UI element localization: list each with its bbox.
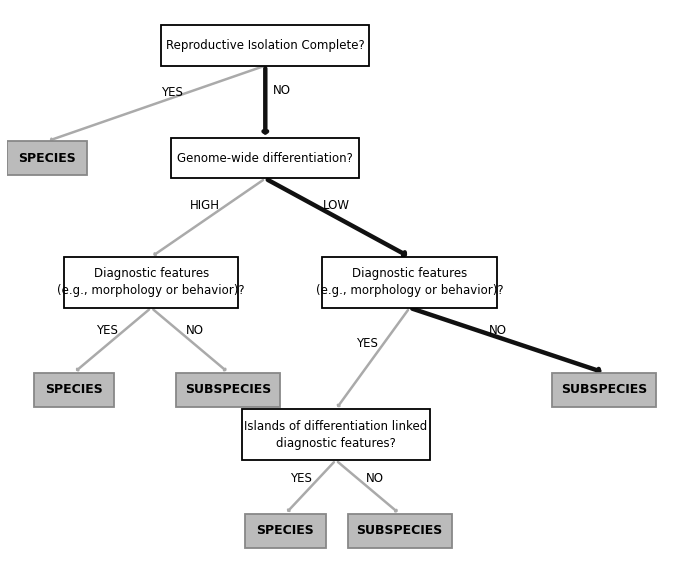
Text: HIGH: HIGH [190,199,220,213]
Text: Diagnostic features
(e.g., morphology or behavior)?: Diagnostic features (e.g., morphology or… [58,267,245,297]
Text: Islands of differentiation linked
diagnostic features?: Islands of differentiation linked diagno… [244,420,427,450]
Text: Genome-wide differentiation?: Genome-wide differentiation? [177,151,353,165]
Text: SUBSPECIES: SUBSPECIES [356,524,443,537]
FancyBboxPatch shape [347,514,451,548]
Text: NO: NO [366,472,384,486]
Text: Diagnostic features
(e.g., morphology or behavior)?: Diagnostic features (e.g., morphology or… [316,267,503,297]
Text: Reproductive Isolation Complete?: Reproductive Isolation Complete? [166,39,364,52]
Text: NO: NO [489,324,507,337]
FancyBboxPatch shape [34,373,114,407]
Text: SPECIES: SPECIES [45,383,103,396]
FancyBboxPatch shape [7,141,88,175]
Text: LOW: LOW [323,199,349,213]
FancyBboxPatch shape [242,410,429,460]
Text: SUBSPECIES: SUBSPECIES [561,383,647,396]
FancyBboxPatch shape [161,25,369,66]
Text: YES: YES [161,86,183,98]
Text: SUBSPECIES: SUBSPECIES [185,383,271,396]
FancyBboxPatch shape [176,373,280,407]
Text: YES: YES [290,472,312,486]
Text: NO: NO [273,84,291,97]
Text: SPECIES: SPECIES [18,151,76,165]
FancyBboxPatch shape [245,514,325,548]
Text: NO: NO [186,324,204,337]
FancyBboxPatch shape [171,138,359,179]
Text: YES: YES [97,324,119,337]
FancyBboxPatch shape [552,373,656,407]
FancyBboxPatch shape [64,257,238,308]
Text: YES: YES [356,337,378,350]
FancyBboxPatch shape [323,257,497,308]
Text: SPECIES: SPECIES [257,524,314,537]
